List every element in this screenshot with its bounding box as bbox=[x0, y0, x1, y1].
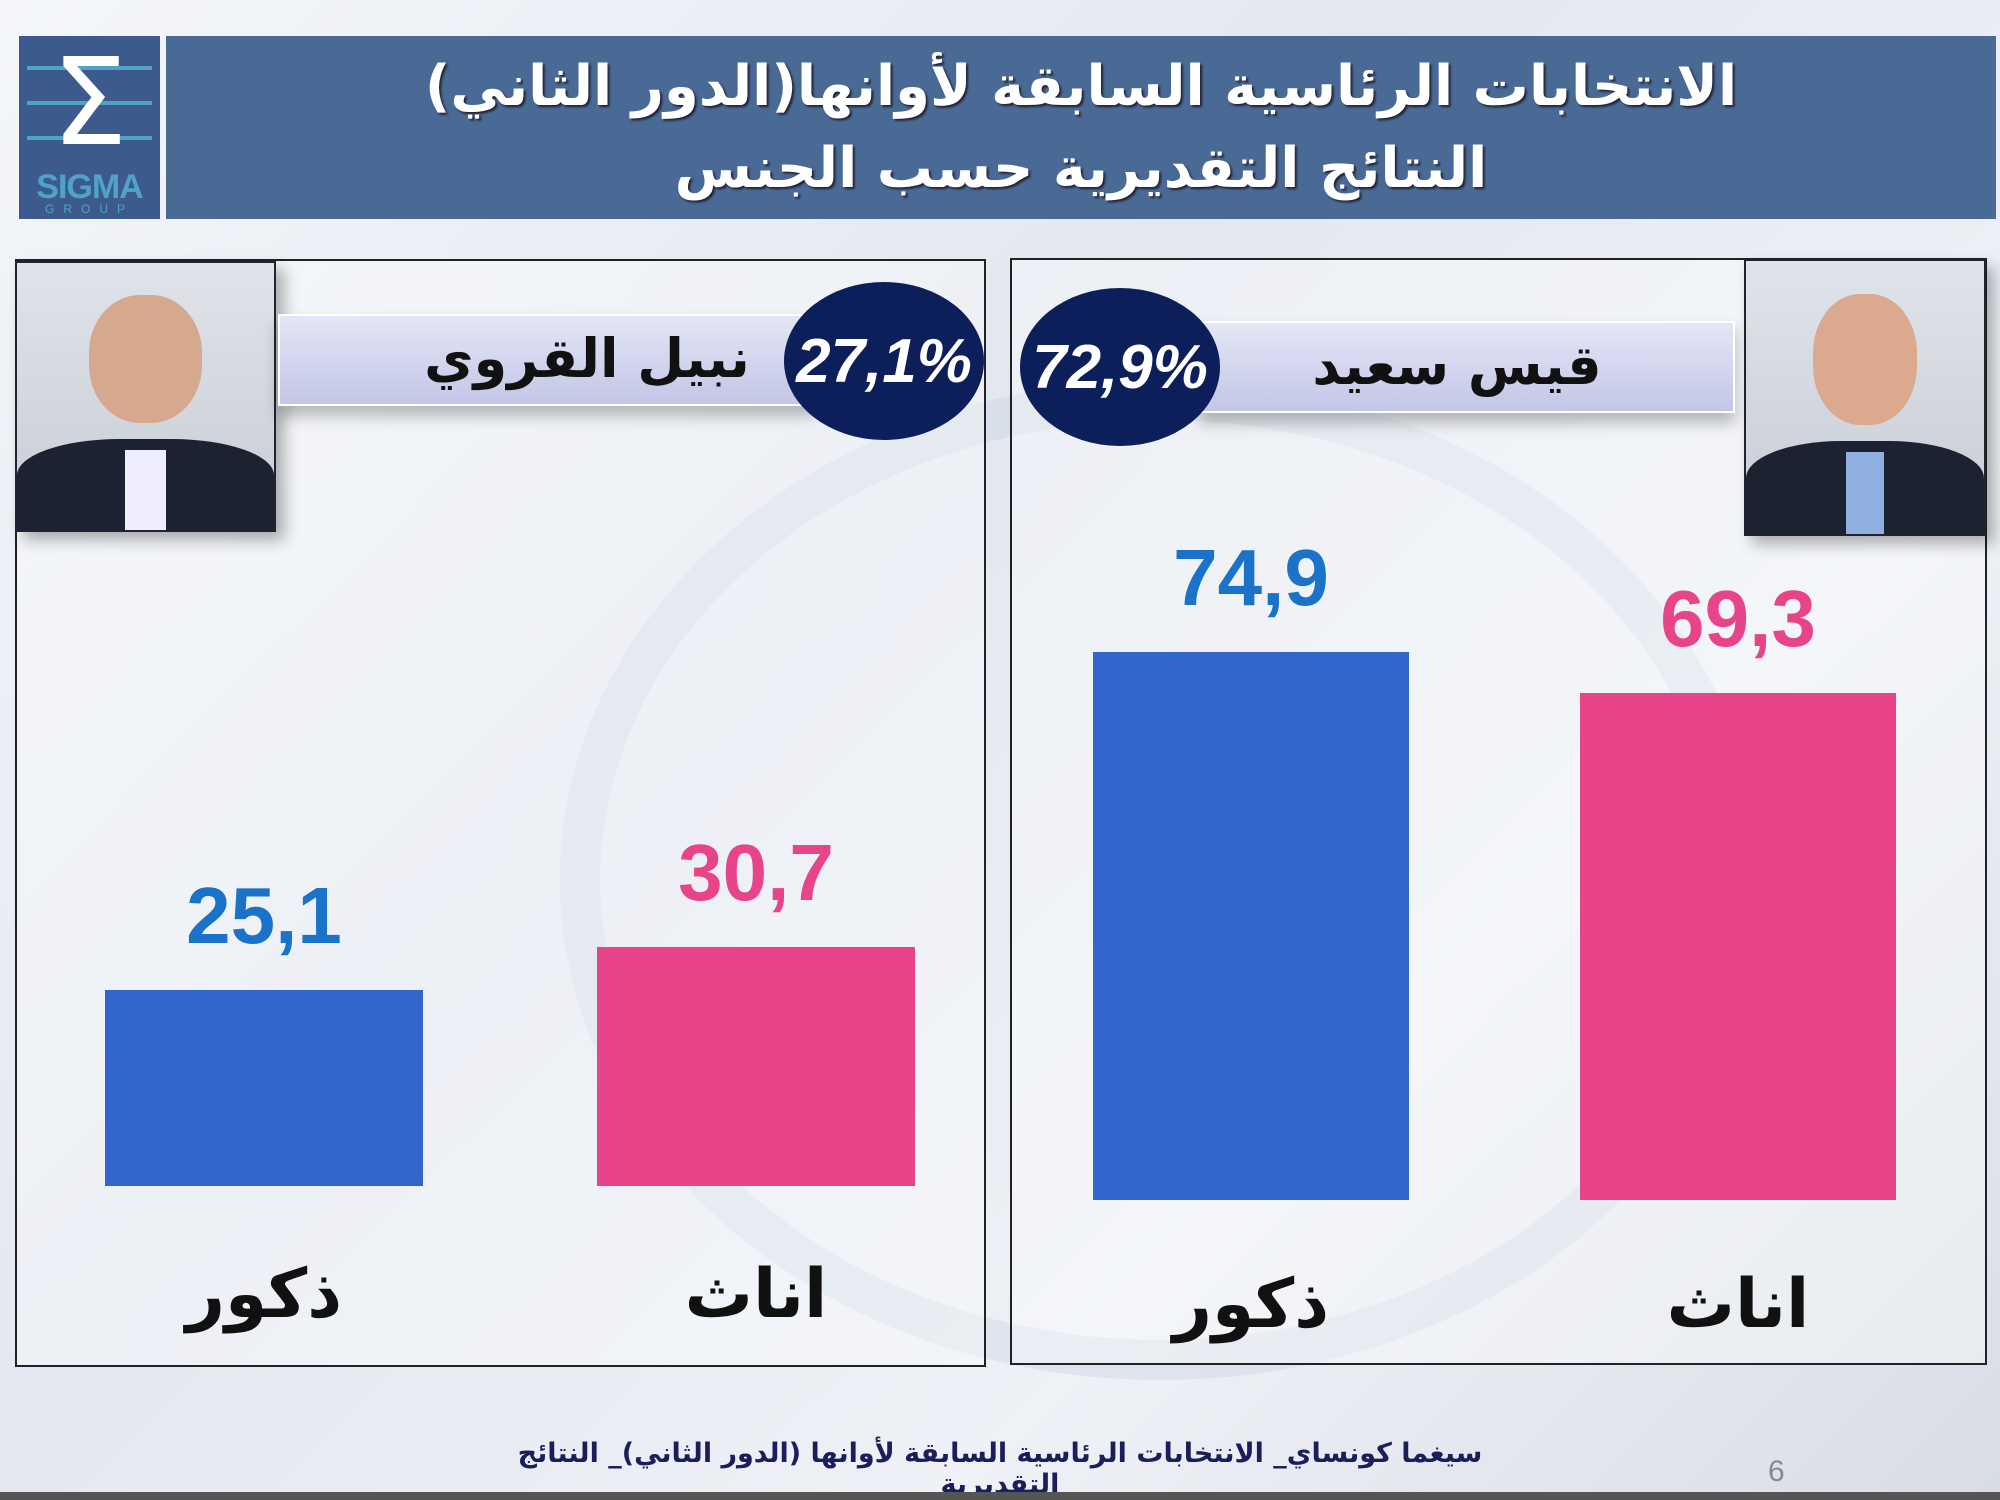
data-label: 25,1 bbox=[186, 871, 342, 961]
total-percentage-badge: 27,1% bbox=[784, 282, 984, 440]
category-label: اناث bbox=[1666, 1265, 1810, 1344]
candidate-photo-saied bbox=[1744, 259, 1986, 536]
data-label: 69,3 bbox=[1660, 573, 1816, 663]
logo-name: SIGMA bbox=[36, 168, 143, 206]
candidate-name: قيس سعيد bbox=[1312, 334, 1602, 397]
title-line-2: النتائج التقديرية حسب الجنس bbox=[674, 136, 1488, 201]
candidate-name-banner: نبيل القروي bbox=[278, 314, 816, 406]
candidate-name: نبيل القروي bbox=[424, 327, 750, 390]
data-label: 74,9 bbox=[1173, 532, 1329, 622]
logo-group: GROUP bbox=[44, 202, 134, 216]
footer-text: سيغما كونساي_ الانتخابات الرئاسية السابق… bbox=[517, 1438, 1483, 1500]
bar-female bbox=[1580, 692, 1896, 1200]
title-line-1: الانتخابات الرئاسية السابقة لأوانها(الدو… bbox=[424, 54, 1738, 119]
sigma-symbol-icon: Σ bbox=[51, 36, 128, 173]
data-label: 30,7 bbox=[678, 827, 834, 917]
candidate-name-banner: قيس سعيد bbox=[1199, 321, 1735, 413]
category-label: اناث bbox=[684, 1255, 828, 1334]
bottom-bar bbox=[0, 1492, 2000, 1500]
bar-female bbox=[597, 946, 915, 1186]
total-percentage: 72,9% bbox=[1032, 332, 1208, 402]
bar-male bbox=[105, 990, 423, 1186]
total-percentage-badge: 72,9% bbox=[1020, 288, 1220, 446]
total-percentage: 27,1% bbox=[796, 326, 972, 396]
bar-male bbox=[1093, 651, 1409, 1200]
page-title: الانتخابات الرئاسية السابقة لأوانها(الدو… bbox=[166, 36, 1996, 219]
page-number: 6 bbox=[1768, 1455, 1785, 1488]
candidate-photo-karoui bbox=[15, 261, 276, 532]
sigma-logo: Σ SIGMA GROUP bbox=[19, 36, 160, 219]
category-label: ذكور bbox=[1172, 1265, 1330, 1344]
category-label: ذكور bbox=[185, 1255, 343, 1334]
